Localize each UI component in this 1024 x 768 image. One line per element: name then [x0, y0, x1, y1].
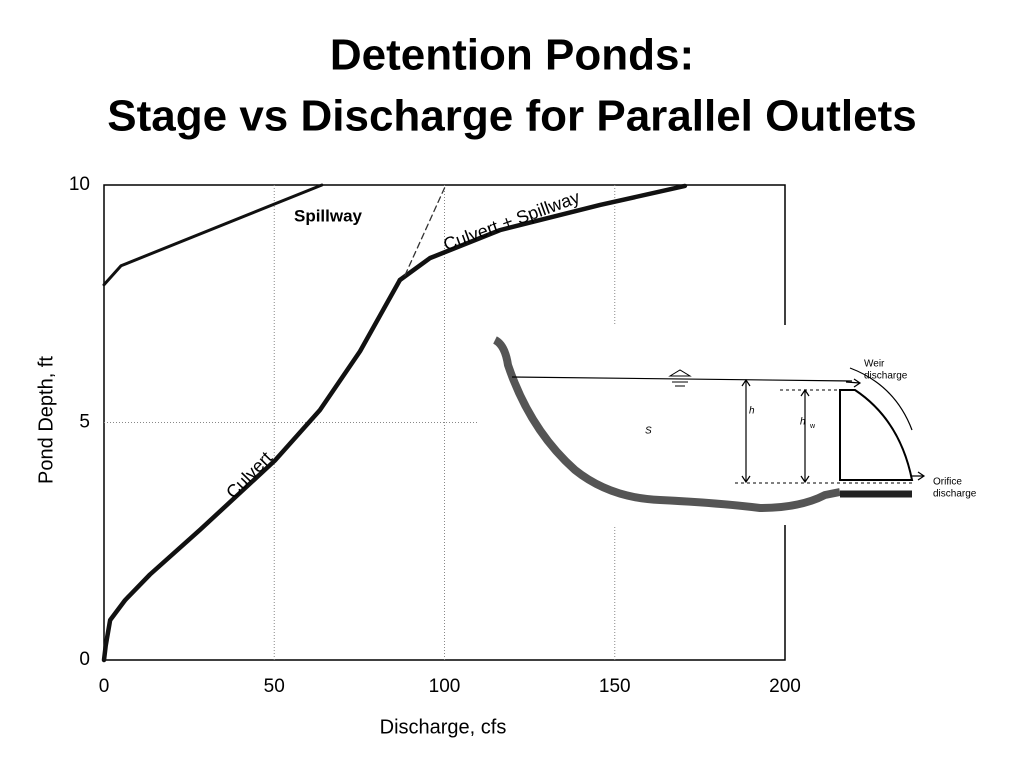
- water-symbol: [668, 369, 692, 387]
- orifice-arrow: [912, 471, 926, 481]
- h-label: h: [749, 406, 755, 417]
- subtitle: Stage vs Discharge for Parallel Outlets: [107, 92, 916, 141]
- weir-flow-arrow: [849, 367, 913, 431]
- series-label: Spillway: [294, 206, 363, 225]
- series-line: [397, 183, 688, 283]
- water-surface: [511, 376, 853, 382]
- orifice-label: discharge: [933, 489, 977, 500]
- x-tick-label: 150: [599, 676, 631, 697]
- hw-subscript: w: [809, 423, 816, 430]
- hw-label: h: [800, 417, 806, 428]
- storage-label: S: [645, 426, 652, 437]
- x-tick-label: 100: [429, 676, 461, 697]
- series-line: [404, 184, 447, 276]
- x-tick-label: 0: [99, 676, 110, 697]
- inset-background: [478, 325, 998, 525]
- orifice-label: Orifice: [933, 477, 962, 488]
- y-axis-label: Pond Depth, ft: [35, 356, 57, 484]
- series-line: [102, 183, 324, 287]
- weir-arrow: [845, 378, 862, 388]
- title: Detention Ponds:: [330, 31, 694, 80]
- weir-label: Weir: [864, 359, 885, 370]
- pond-outline: [492, 336, 841, 513]
- series-line: [101, 277, 403, 663]
- y-tick-label: 5: [79, 412, 90, 433]
- y-tick-label: 0: [79, 649, 90, 670]
- series-label: Culvert + Spillway: [441, 187, 583, 255]
- x-tick-label: 50: [264, 676, 285, 697]
- x-tick-label: 200: [769, 676, 801, 697]
- hw-arrow: [800, 388, 810, 484]
- weir-label: discharge: [864, 371, 908, 382]
- h-arrow: [741, 378, 751, 484]
- series-label: Culvert: [222, 448, 276, 503]
- y-tick-label: 10: [69, 174, 90, 195]
- x-axis-label: Discharge, cfs: [380, 716, 507, 738]
- weir-structure: [839, 389, 914, 481]
- inset-diagram: h h w S Weir discharge Orifice discharge: [478, 325, 998, 525]
